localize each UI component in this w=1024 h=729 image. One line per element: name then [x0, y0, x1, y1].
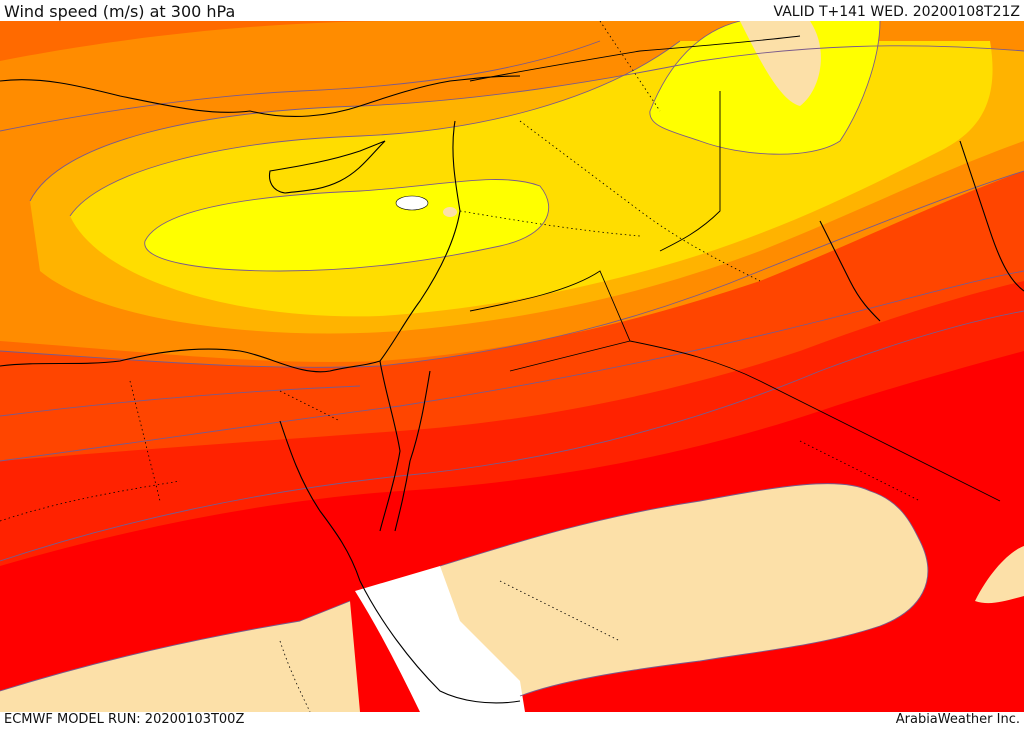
valid-time: VALID T+141 WED. 20200108T21Z [773, 4, 1020, 20]
band-deep-orange [0, 171, 1024, 461]
border-8 [799, 440, 921, 502]
calm-area-africa [0, 601, 360, 712]
lake-white [395, 195, 429, 211]
wind-speed-map [0, 21, 1024, 712]
coast-aqaba [394, 370, 431, 532]
contour-9 [439, 483, 929, 697]
contour-3 [0, 170, 1024, 368]
border-9 [279, 640, 311, 712]
border-4 [129, 380, 161, 502]
missing-data-area [355, 566, 525, 712]
coast-red-sea [359, 580, 521, 704]
contour-5 [69, 40, 681, 217]
border-solid-3 [469, 35, 801, 82]
contour-8 [649, 21, 881, 155]
border-solid-2 [509, 340, 631, 372]
calm-area-east [975, 546, 1024, 604]
band-yellow-east [649, 21, 880, 155]
contour-6 [144, 179, 550, 272]
coast-suez [379, 360, 401, 532]
contour-11 [0, 40, 601, 132]
credit: ArabiaWeather Inc. [895, 712, 1020, 727]
calm-spot-levant [443, 207, 457, 217]
header-bar: Wind speed (m/s) at 300 hPa VALID T+141 … [0, 0, 1024, 21]
borders [0, 21, 921, 712]
solid-borders [469, 35, 1001, 502]
model-run: ECMWF MODEL RUN: 20200103T00Z [4, 712, 245, 727]
coast-levant [379, 120, 461, 362]
calm-area-arabia [430, 483, 928, 712]
contour-7 [649, 21, 741, 112]
calm-area-north [740, 21, 821, 106]
contour-2 [0, 270, 1024, 462]
coastlines [0, 75, 1024, 704]
border-6 [499, 580, 621, 642]
coast-gulf [819, 220, 881, 322]
band-yellow-west [144, 179, 549, 271]
contour-12 [0, 385, 361, 417]
border-2 [519, 120, 761, 282]
contour-4 [29, 45, 1024, 202]
coast-gulf-east [959, 140, 1024, 292]
border-5 [0, 480, 181, 522]
coast-egypt-north [0, 348, 381, 373]
coast-cyprus [268, 140, 386, 194]
border-solid-1 [469, 270, 1001, 502]
contour-lines [0, 21, 1024, 697]
border-7 [599, 21, 661, 112]
border-solid-4 [659, 91, 721, 252]
coast-gulf-suez [279, 420, 361, 582]
border-1 [459, 210, 641, 237]
coast-anatolia [0, 75, 521, 117]
map-title: Wind speed (m/s) at 300 hPa [4, 2, 236, 21]
contour-1 [0, 310, 1024, 562]
footer-bar: ECMWF MODEL RUN: 20200103T00Z ArabiaWeat… [0, 712, 1024, 729]
contour-10 [0, 600, 351, 692]
